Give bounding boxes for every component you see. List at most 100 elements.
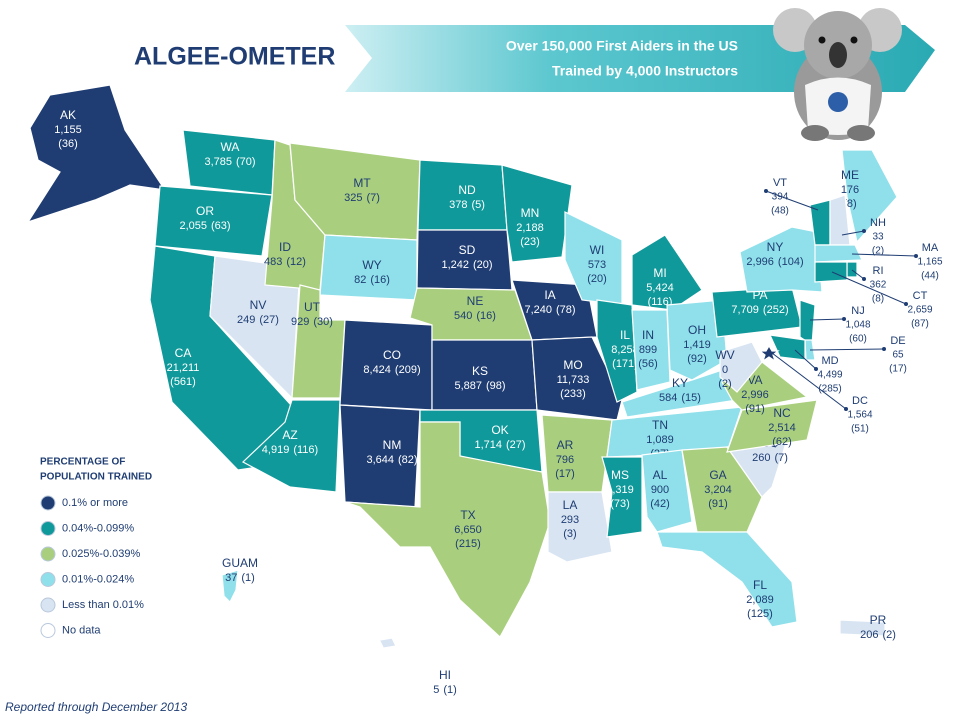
state-value: 378 (5) [449,199,485,211]
trained-count: 1,242 [441,259,469,271]
state-abbr: MS [611,468,629,482]
trained-count: 796 [556,454,574,466]
trained-count: 176 [841,184,859,196]
legend-title: PERCENTAGE OF [40,457,125,468]
trained-count: 394 [772,192,789,203]
state-shape [641,449,693,533]
state-abbr: NV [250,298,267,312]
trained-count: 483 [264,256,282,268]
state-value: 584 (15) [659,392,701,404]
callout-dot [764,189,768,193]
instructor-count: (20) [473,259,493,271]
instructor-count: (78) [556,304,576,316]
instructor-count: (73) [610,498,630,510]
koala-mascot [773,8,902,141]
state-abbr: VT [773,177,787,189]
state-value: 37 (1) [225,572,255,584]
state-abbr: PR [870,613,887,627]
trained-count: 11,733 [557,374,590,386]
state-value: 82 (16) [354,274,390,286]
state-abbr: ME [841,168,859,182]
trained-count: 1,165 [917,257,942,268]
instructor-count: (23) [520,236,540,248]
trained-count: 2,659 [907,305,932,316]
trained-count: 4,919 [262,444,290,456]
trained-count: 3,204 [704,484,732,496]
instructor-count: (91) [708,498,728,510]
state-abbr: AK [60,108,76,122]
state-shape [681,446,763,533]
state-abbr: MD [821,355,838,367]
trained-count: 7,709 [731,304,759,316]
trained-count: 5 [433,684,439,696]
trained-count: 325 [344,192,362,204]
state-abbr: DC [852,395,868,407]
callout-line [851,269,865,280]
state-abbr: GUAM [222,556,258,570]
state-abbr: WA [221,140,240,154]
callout-dot [862,229,866,233]
instructor-count: (2) [882,629,895,641]
legend-label: 0.04%-0.099% [62,522,134,534]
state-abbr: MN [521,206,540,220]
state-value: 1,714 (27) [474,439,525,451]
callout-line [794,349,817,370]
state-abbr: WY [362,258,381,272]
state-value: 7,709 (252) [731,304,788,316]
state-value: 540 (16) [454,310,496,322]
instructor-count: (17) [889,364,907,375]
callout-line [809,348,885,351]
state-abbr: NJ [851,305,864,317]
instructor-count: (87) [911,319,929,330]
instructor-count: (116) [648,296,673,308]
instructor-count: (56) [638,358,658,370]
instructor-count: (561) [170,376,196,388]
trained-count: 2,996 [746,256,774,268]
legend-swatch [40,521,56,536]
state-abbr: SD [459,243,476,257]
state-value: 206 (2) [860,629,896,641]
legend-title: POPULATION TRAINED [40,472,152,483]
trained-count: 378 [449,199,467,211]
callout-dot [844,407,848,411]
state-shape [344,421,551,638]
state-abbr: NC [773,406,791,420]
state-shape [769,334,806,361]
state-shape [758,344,780,363]
state-shape [846,261,858,278]
state-abbr: IA [544,288,555,302]
instructor-count: (215) [455,538,481,550]
trained-count: 3,785 [204,156,232,168]
state-value: 2,996 (104) [746,256,803,268]
state-shape [631,309,671,391]
state-value: 3,644 (82) [366,454,417,466]
state-abbr: CO [383,348,401,362]
trained-count: 2,188 [516,222,544,234]
state-shape [739,226,823,293]
legend-label: 0.1% or more [62,497,128,509]
trained-count: 4,499 [817,370,842,381]
state-abbr: IL [620,328,630,342]
instructor-count: (91) [745,403,765,415]
legend-label: No data [62,624,101,636]
instructor-count: (252) [763,304,789,316]
state-shape [656,531,798,628]
trained-count: 1,155 [54,124,82,136]
instructor-count: (42) [650,498,670,510]
state-abbr: ND [458,183,476,197]
instructor-count: (51) [851,424,869,435]
legend-swatch [40,572,56,587]
callout-dot [882,347,886,351]
instructor-count: (63) [211,220,231,232]
instructor-count: (104) [778,256,804,268]
state-abbr: TN [652,418,668,432]
instructor-count: (20) [587,273,607,285]
trained-count: 1,048 [845,320,870,331]
state-value: 929 (30) [291,316,333,328]
state-value: 4,919 (116) [262,444,318,456]
trained-count: 0 [722,364,728,376]
instructor-count: (5) [471,199,484,211]
state-abbr: OK [491,423,508,437]
trained-count: 65 [892,350,904,361]
trained-count: 2,055 [179,220,207,232]
